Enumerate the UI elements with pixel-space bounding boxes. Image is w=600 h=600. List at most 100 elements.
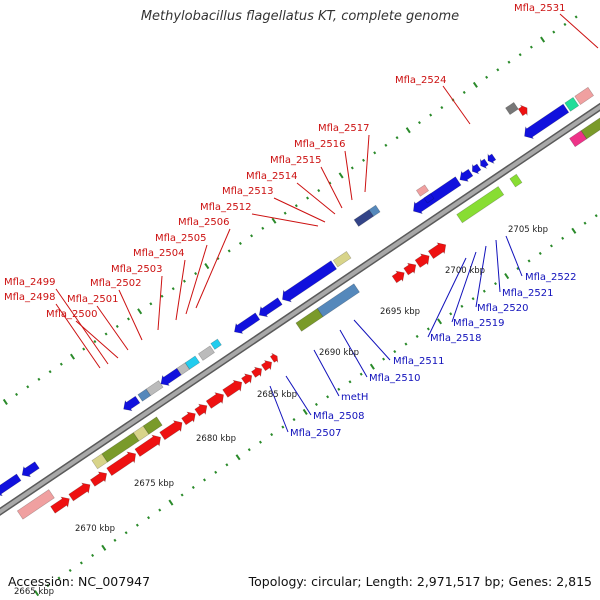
tick-mark-upper <box>182 279 186 283</box>
leader-line <box>55 303 101 369</box>
tick-mark-upper <box>563 22 567 27</box>
tick-mark-lower <box>214 470 218 474</box>
gene-label-mfla-2524[interactable]: Mfla_2524 <box>395 75 447 86</box>
tick-label-2700: 2700 kbp <box>445 266 485 276</box>
gene-arrow <box>106 451 137 477</box>
leader-line <box>559 13 599 49</box>
tick-mark-lower <box>203 478 207 482</box>
tick-mark-lower <box>79 561 83 565</box>
gene-block <box>509 173 523 188</box>
tick-mark-upper <box>115 324 119 328</box>
tick-mark-lower <box>113 538 117 542</box>
gene-label-mfla-2507[interactable]: Mfla_2507 <box>290 428 342 439</box>
gene-label-mfla-2519[interactable]: Mfla_2519 <box>453 318 505 329</box>
gene-label-mfla-2512[interactable]: Mfla_2512 <box>200 202 252 213</box>
gene-arrow <box>282 260 338 303</box>
tick-mark-upper <box>93 339 97 344</box>
tick-mark-upper <box>328 181 332 185</box>
gene-label-mfla-2531[interactable]: Mfla_2531 <box>514 3 566 14</box>
gene-label-mfla-2516[interactable]: Mfla_2516 <box>294 139 346 150</box>
gene-arrow <box>403 262 417 276</box>
gene-label-mfla-2522[interactable]: Mfla_2522 <box>525 272 577 283</box>
tick-mark-upper <box>70 353 76 360</box>
leader-line <box>157 275 163 331</box>
tick-mark-upper <box>149 302 153 306</box>
backbone-line <box>0 104 600 515</box>
leader-line <box>195 228 231 309</box>
gene-label-mfla-2506[interactable]: Mfla_2506 <box>178 217 230 228</box>
tick-mark-lower <box>302 408 308 416</box>
gene-label-mfla-2515[interactable]: Mfla_2515 <box>270 155 322 166</box>
gene-label-mfla-2502[interactable]: Mfla_2502 <box>90 278 142 289</box>
gene-block <box>184 355 201 370</box>
gene-label-mfla-2498[interactable]: Mfla_2498 <box>4 292 56 303</box>
tick-mark-lower <box>147 516 151 520</box>
tick-mark-upper <box>317 189 321 193</box>
tick-mark-upper <box>362 158 366 162</box>
leader-line <box>273 197 326 223</box>
tick-mark-upper <box>171 287 175 291</box>
leader-line <box>475 245 487 308</box>
accession-text: Accession: NC_007947 <box>8 574 151 589</box>
gene-label-mfla-2504[interactable]: Mfla_2504 <box>133 248 185 259</box>
tick-mark-lower <box>57 576 61 580</box>
gene-arrow <box>391 270 405 284</box>
leader-line <box>118 289 143 341</box>
tick-mark-lower <box>504 273 510 280</box>
gene-label-mfla-2505[interactable]: Mfla_2505 <box>155 233 207 244</box>
gene-block <box>564 96 580 112</box>
gene-label-mfla-2521[interactable]: Mfla_2521 <box>502 288 554 299</box>
gene-arrow <box>159 420 183 441</box>
leader-line <box>364 134 370 193</box>
tick-mark-upper <box>429 113 433 117</box>
gene-label-mfla-2508[interactable]: Mfla_2508 <box>313 411 365 422</box>
tick-label-2705: 2705 kbp <box>508 225 548 235</box>
gene-label-mfla-2511[interactable]: Mfla_2511 <box>393 356 445 367</box>
tick-label-2690: 2690 kbp <box>319 348 359 358</box>
leader-line <box>55 288 109 365</box>
gene-block <box>210 338 222 350</box>
tick-mark-lower <box>415 334 419 339</box>
tick-mark-upper <box>384 143 388 147</box>
tick-mark-lower <box>135 523 139 527</box>
gene-label-mfla-2499[interactable]: Mfla_2499 <box>4 277 56 288</box>
tick-mark-upper <box>26 385 30 389</box>
gene-arrow <box>68 482 91 502</box>
gene-arrow <box>471 163 482 175</box>
tick-mark-lower <box>369 363 375 370</box>
gene-block <box>574 86 595 106</box>
tick-mark-upper <box>204 263 210 270</box>
gene-label-mfla-2503[interactable]: Mfla_2503 <box>111 264 163 275</box>
tick-mark-lower <box>235 454 241 461</box>
gene-label-mfla-2513[interactable]: Mfla_2513 <box>222 186 274 197</box>
gene-label-mfla-2520[interactable]: Mfla_2520 <box>477 303 529 314</box>
gene-label-mfla-2510[interactable]: Mfla_2510 <box>369 373 421 384</box>
tick-marks <box>2 15 598 597</box>
gene-label-mfla-2518[interactable]: Mfla_2518 <box>430 333 482 344</box>
gene-block <box>368 204 381 217</box>
gene-block <box>316 283 360 318</box>
tick-mark-lower <box>258 440 262 444</box>
map-title: Methylobacillus flagellatus KT, complete… <box>140 9 460 24</box>
gene-arrow <box>234 312 261 334</box>
gene-label-meth[interactable]: metH <box>341 392 368 403</box>
gene-arrow <box>459 168 474 182</box>
gene-label-mfla-2517[interactable]: Mfla_2517 <box>318 123 370 134</box>
tick-mark-lower <box>46 584 50 588</box>
tick-mark-lower <box>68 568 72 573</box>
gene-label-mfla-2501[interactable]: Mfla_2501 <box>67 294 119 305</box>
tick-mark-lower <box>404 342 408 346</box>
tick-mark-lower <box>225 463 229 467</box>
gene-arrow <box>123 395 141 412</box>
tick-mark-upper <box>250 234 254 238</box>
gene-label-mfla-2500[interactable]: Mfla_2500 <box>46 309 98 320</box>
gene-label-mfla-2514[interactable]: Mfla_2514 <box>246 171 298 182</box>
tick-mark-upper <box>271 217 277 224</box>
gene-arrow <box>194 403 208 417</box>
tick-mark-upper <box>59 362 63 366</box>
tick-mark-upper <box>496 68 500 72</box>
gene-arrow <box>0 473 22 497</box>
tick-mark-upper <box>529 45 533 49</box>
gene-block <box>580 117 600 140</box>
